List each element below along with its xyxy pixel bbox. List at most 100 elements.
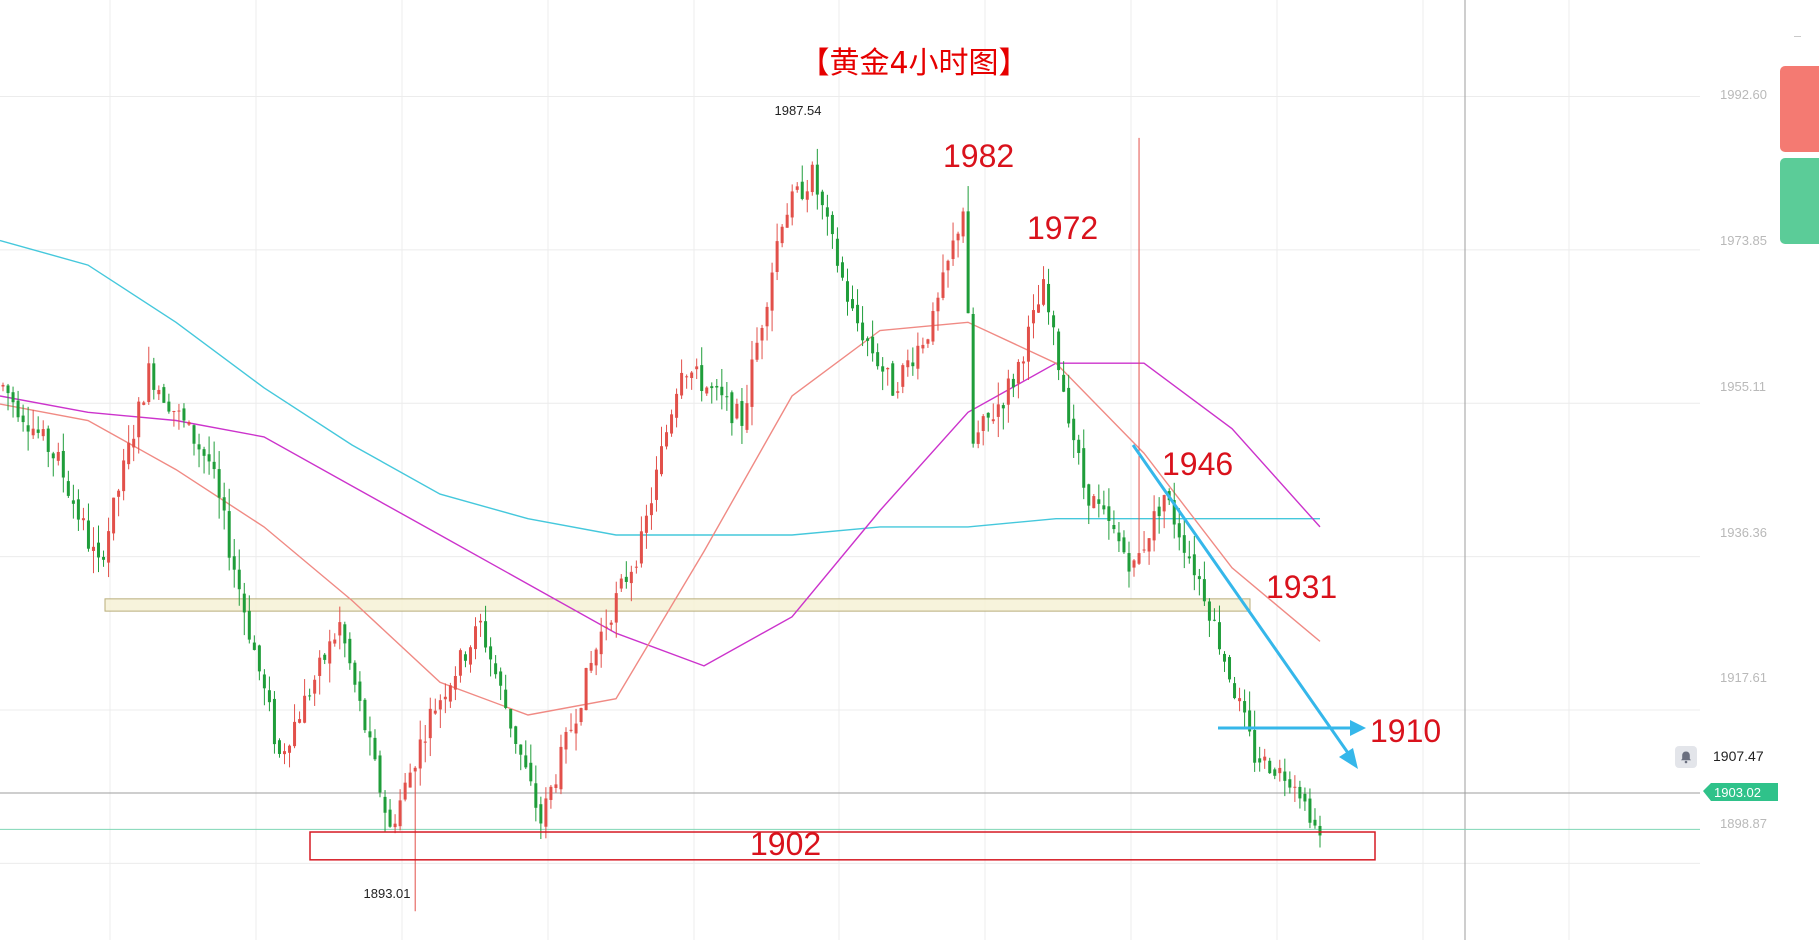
candle-body: [102, 556, 106, 560]
candle-body: [1157, 506, 1161, 517]
candle-body: [46, 428, 50, 452]
candle-body: [448, 685, 452, 702]
candle-body: [1202, 579, 1206, 602]
candle-body: [1197, 576, 1201, 580]
candle-body: [26, 425, 30, 432]
candle-body: [1107, 506, 1111, 521]
candle-body: [1187, 556, 1191, 559]
annotation-1946: 1946: [1162, 446, 1233, 482]
candle-body: [514, 726, 518, 744]
candle-body: [549, 786, 553, 800]
candle-body: [730, 392, 734, 424]
candles: [1, 137, 1322, 912]
candle-body: [222, 497, 226, 511]
candle-body: [644, 515, 648, 533]
candle-body: [1212, 619, 1216, 621]
candle-body: [891, 363, 895, 396]
candle-body: [1248, 710, 1252, 732]
price-axis-tick: 1955.11: [1720, 379, 1766, 394]
candle-body: [1021, 361, 1025, 364]
high-price-label: 1987.54: [775, 103, 822, 118]
candle-body: [187, 422, 191, 425]
downtrend-arrow-head: [1339, 748, 1358, 769]
candle-body: [272, 698, 276, 745]
candle-body: [845, 281, 849, 302]
candle-body: [1162, 495, 1166, 512]
candle-body: [323, 654, 327, 660]
candle-body: [675, 393, 679, 418]
candle-body: [594, 649, 598, 666]
trend-arrows: [1131, 444, 1366, 769]
current-price-tag: 1903.02: [1703, 783, 1778, 801]
alert-bell-icon[interactable]: [1675, 746, 1697, 768]
candle-body: [56, 451, 60, 461]
sell-button[interactable]: [1780, 158, 1819, 244]
candle-body: [247, 610, 251, 640]
candle-body: [956, 233, 960, 241]
candle-body: [468, 647, 472, 665]
candle-body: [157, 389, 161, 395]
candle-body: [494, 663, 498, 675]
candle-body: [252, 642, 256, 650]
buy-button[interactable]: [1780, 66, 1819, 152]
moving-average-line: [0, 239, 1320, 536]
chart-title: 【黄金4小时图】: [799, 46, 1028, 81]
candle-body: [971, 313, 975, 444]
candle-body: [61, 450, 65, 478]
candle-body: [760, 327, 764, 341]
price-axis-tick: 1917.61: [1720, 670, 1767, 685]
candle-body: [217, 469, 221, 498]
candle-body: [986, 412, 990, 418]
horizontal-arrow-head: [1350, 720, 1366, 736]
candle-body: [951, 240, 955, 260]
candle-body: [167, 401, 171, 412]
downtrend-arrow: [1131, 444, 1357, 764]
candle-body: [589, 662, 593, 671]
candle-body: [1077, 439, 1081, 453]
candle-body: [142, 402, 146, 405]
candle-body: [604, 626, 608, 628]
candle-body: [931, 311, 935, 342]
candle-body: [242, 593, 246, 613]
candle-body: [599, 631, 603, 655]
candle-body: [1122, 537, 1126, 553]
candle-body: [881, 366, 885, 372]
candle-body: [830, 214, 834, 235]
candle-body: [815, 164, 819, 195]
candle-body: [1, 384, 5, 387]
current-price-label: 1903.02: [1714, 785, 1761, 800]
candle-body: [207, 454, 211, 462]
candle-body: [403, 782, 407, 800]
candle-body: [584, 668, 588, 711]
candle-body: [413, 767, 417, 772]
candle-body: [946, 260, 950, 271]
candle-body: [484, 621, 488, 648]
candle-body: [41, 429, 45, 437]
candle-body: [936, 297, 940, 312]
candle-body: [418, 739, 422, 769]
candle-body: [1253, 730, 1257, 763]
candle-body: [1147, 538, 1151, 552]
candle-body: [700, 365, 704, 392]
candle-body: [363, 699, 367, 731]
candle-body: [810, 164, 814, 193]
candle-body: [1026, 326, 1030, 362]
candle-body: [619, 578, 623, 589]
candle-body: [31, 428, 35, 436]
candle-body: [1137, 553, 1141, 564]
candle-body: [298, 719, 302, 723]
candle-body: [262, 674, 266, 689]
candle-body: [378, 755, 382, 793]
candle-body: [71, 500, 75, 504]
candle-body: [1318, 825, 1322, 836]
candle-body: [227, 511, 231, 558]
candle-body: [906, 360, 910, 368]
candle-body: [479, 620, 483, 623]
candle-body: [660, 446, 663, 475]
moving-average-line: [0, 362, 1321, 667]
candle-body: [554, 784, 558, 788]
candle-body: [981, 416, 985, 431]
candle-body: [1293, 786, 1297, 788]
candle-body: [423, 741, 427, 743]
